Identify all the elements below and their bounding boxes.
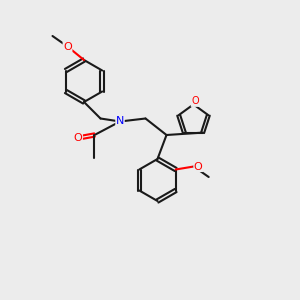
Text: O: O: [74, 133, 82, 143]
Text: O: O: [191, 96, 199, 106]
Text: O: O: [194, 161, 203, 172]
Text: O: O: [63, 41, 72, 52]
Text: N: N: [116, 116, 124, 127]
